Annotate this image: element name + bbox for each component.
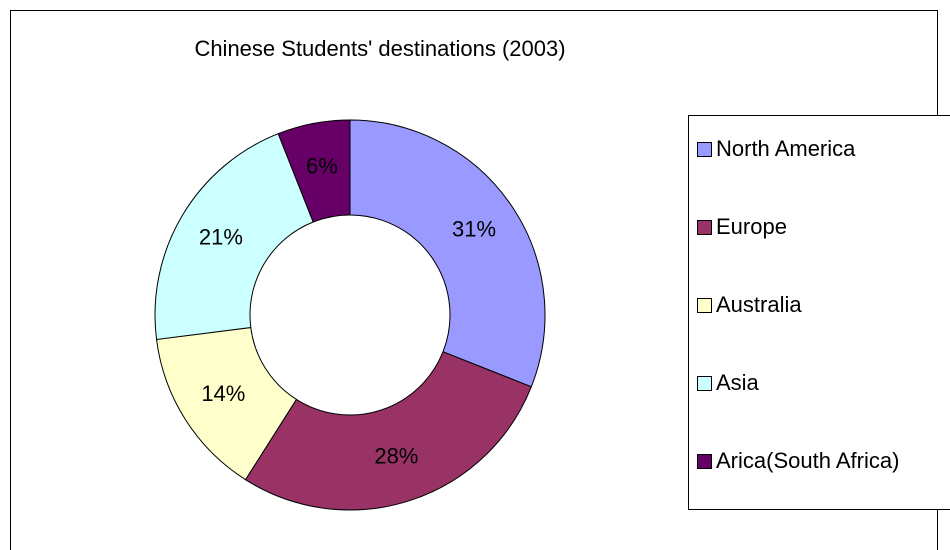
legend-label: Asia	[716, 370, 759, 395]
legend: North America Europe Australia Asia Arica(So…	[688, 115, 950, 510]
legend-entry: Asia	[697, 370, 947, 396]
slice	[277, 119, 351, 223]
legend-swatch	[697, 454, 712, 469]
legend-entry: Arica(South Africa)	[697, 448, 947, 474]
chart-title: Chinese Students' destinations (2003)	[194, 36, 565, 61]
data-label: 14%	[201, 381, 245, 406]
legend-swatch	[697, 142, 712, 157]
data-label: 28%	[374, 443, 418, 468]
legend-swatch	[697, 220, 712, 235]
slice	[349, 119, 546, 388]
legend-entry: Australia	[697, 292, 947, 318]
slice	[244, 351, 532, 511]
legend-entry: North America	[697, 136, 947, 162]
data-label: 31%	[452, 217, 496, 242]
legend-label: Australia	[716, 292, 802, 317]
legend-swatch	[697, 376, 712, 391]
slice	[154, 133, 314, 340]
legend-entry: Europe	[697, 214, 947, 240]
data-label: 6%	[306, 153, 338, 178]
legend-swatch	[697, 298, 712, 313]
data-label: 21%	[199, 224, 243, 249]
legend-label: Europe	[716, 214, 787, 239]
legend-label: North America	[716, 136, 856, 161]
legend-label: Arica(South Africa)	[716, 448, 900, 473]
